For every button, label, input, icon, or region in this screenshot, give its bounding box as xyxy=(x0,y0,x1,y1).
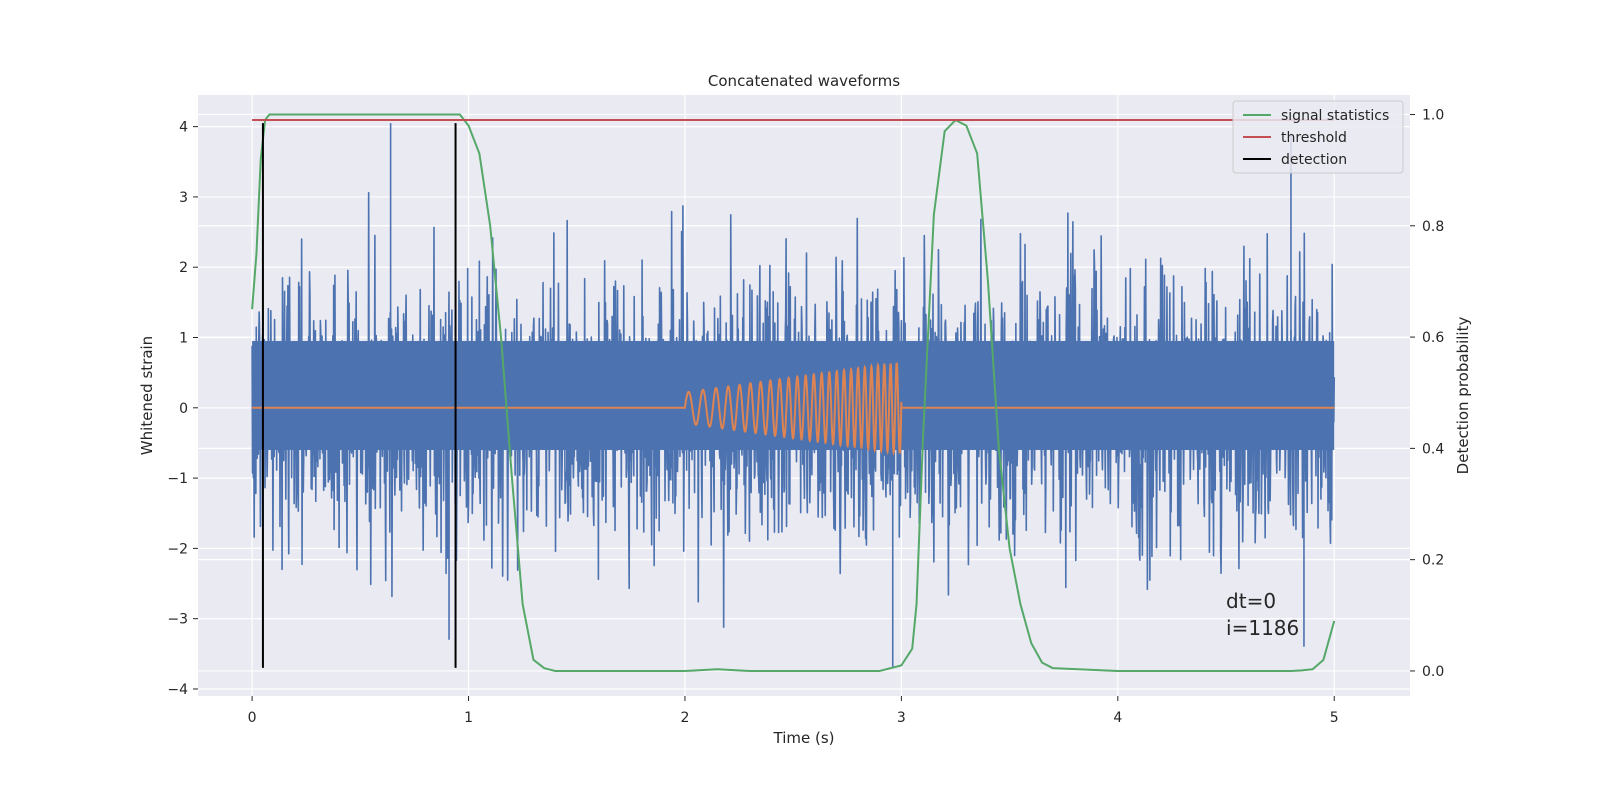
y-tick-label: −3 xyxy=(167,612,188,628)
y2-tick-label: 0.2 xyxy=(1422,553,1444,569)
legend-box xyxy=(1232,100,1404,174)
x-tick-label: 4 xyxy=(1113,710,1122,726)
y-axis-label: Whitened strain xyxy=(138,336,156,455)
ticks: 0 1 2 3 4 5 −4 −3 −2 −1 0 1 2 3 4 0.0 0.2 0.4 0.6 0.8 1.0 xyxy=(167,107,1444,726)
x-tick-label: 3 xyxy=(897,710,906,726)
legend-label: threshold xyxy=(1281,130,1347,146)
x-axis-label: Time (s) xyxy=(773,729,835,747)
x-tick-label: 0 xyxy=(248,710,257,726)
y2-axis-label: Detection probability xyxy=(1454,317,1472,475)
chart-title: Concatenated waveforms xyxy=(708,72,900,90)
y-tick-label: 4 xyxy=(179,120,188,136)
legend-label: detection xyxy=(1281,152,1347,168)
y-tick-label: −4 xyxy=(167,682,188,698)
y2-tick-label: 0.8 xyxy=(1422,219,1444,235)
legend: signal statistics threshold detection xyxy=(1232,100,1404,174)
y-tick-label: 0 xyxy=(179,401,188,417)
y2-tick-label: 0.4 xyxy=(1422,441,1444,457)
y-tick-label: −2 xyxy=(167,541,188,557)
x-tick-label: 1 xyxy=(464,710,473,726)
x-tick-label: 2 xyxy=(681,710,690,726)
y-tick-label: 1 xyxy=(179,331,188,347)
y2-tick-label: 0.0 xyxy=(1422,664,1444,680)
annotation-text: dt=0 xyxy=(1226,589,1276,613)
series-signal-statistics xyxy=(251,113,1336,672)
annotations: dt=0 i=1186 xyxy=(1226,589,1299,640)
y2-tick-label: 1.0 xyxy=(1422,107,1444,123)
noise-trace xyxy=(251,191,1336,628)
legend-label: signal statistics xyxy=(1281,108,1389,124)
y2-tick-label: 0.6 xyxy=(1422,330,1444,346)
y-tick-label: 2 xyxy=(179,260,188,276)
x-tick-label: 5 xyxy=(1330,710,1339,726)
annotation-text: i=1186 xyxy=(1226,616,1299,640)
series-layer xyxy=(251,113,1336,672)
y-tick-label: −1 xyxy=(167,471,188,487)
y-tick-label: 3 xyxy=(179,190,188,206)
series-chirp xyxy=(252,361,1335,457)
